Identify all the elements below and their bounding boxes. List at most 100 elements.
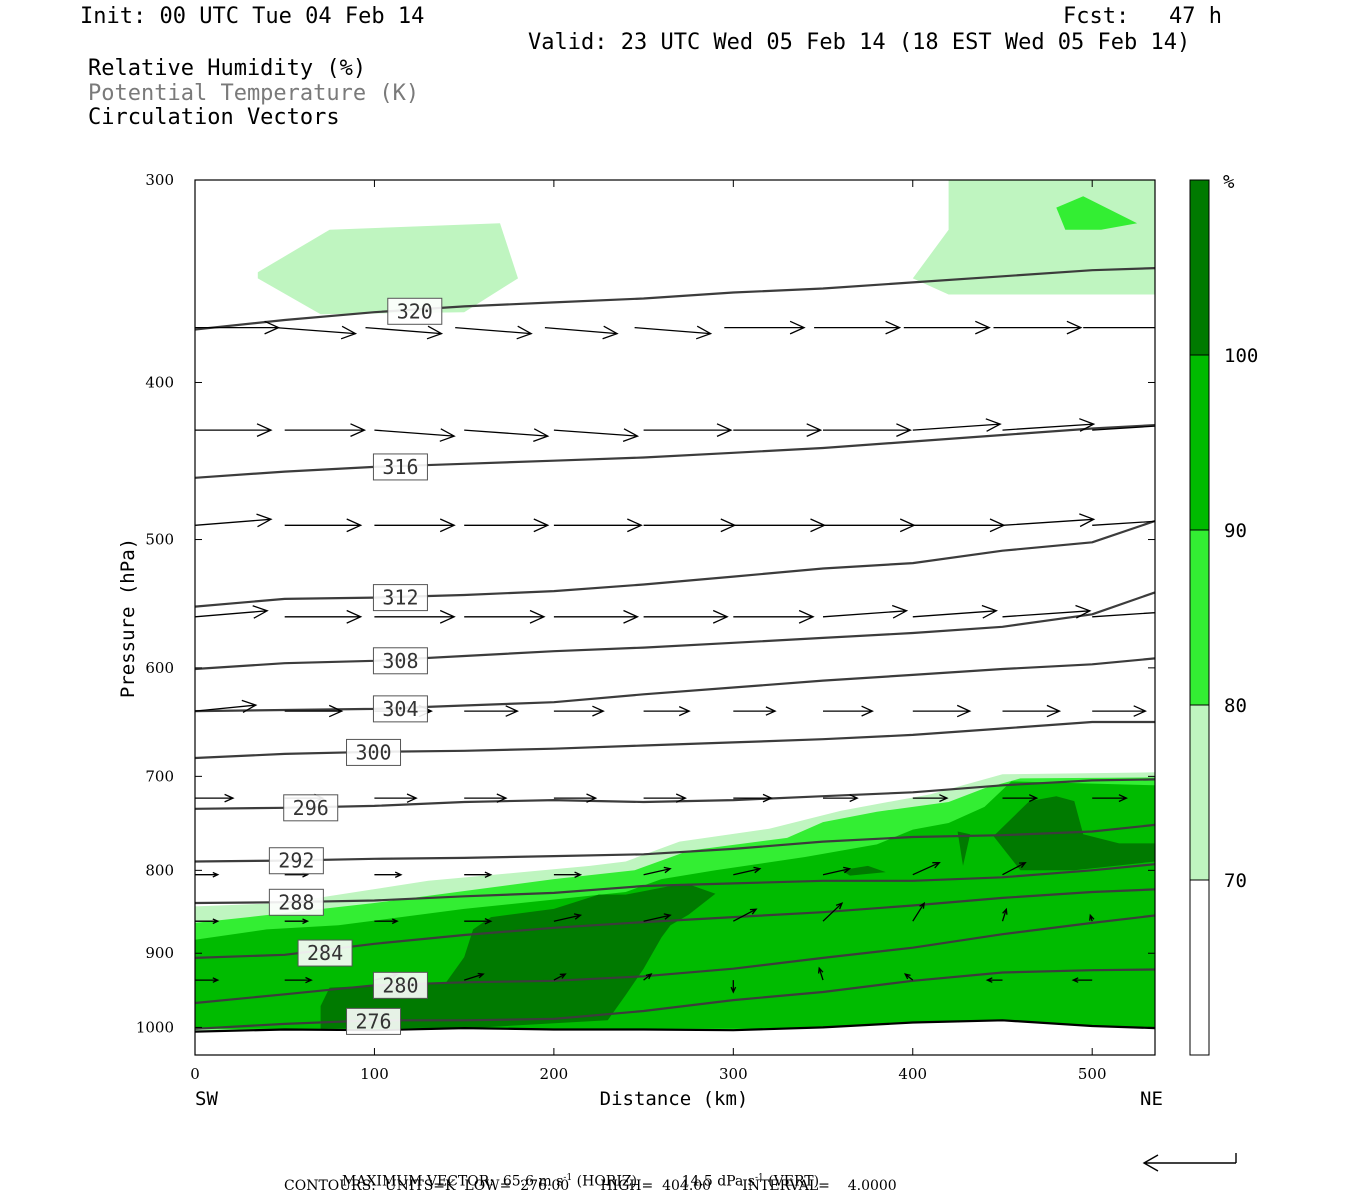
field-circulation-vectors: Circulation Vectors (88, 105, 340, 130)
colorbar-label: 80 (1224, 695, 1247, 717)
isentrope-label-box (297, 939, 353, 967)
max-vector-note: MAXIMUM VECTOR: 65.6 m s-1 (HORIZ) 14.5 … (342, 1160, 819, 1189)
circulation-vector (823, 705, 874, 717)
isentrope-label-box (372, 971, 428, 999)
axes: 300 400 500 600 700 800 900 1000 0 100 200 300 400 50… (136, 171, 1155, 1083)
isentrope-label-304: 304 (372, 695, 428, 723)
circulation-vector (912, 604, 998, 619)
isentrope-label-276: 276 (346, 1007, 402, 1035)
isentrope-label-text: 304 (382, 697, 418, 721)
rh-band-70 (912, 180, 1155, 295)
isentrope-label-text: 292 (278, 849, 314, 873)
circulation-vector (985, 977, 1003, 983)
x-left-end-label: SW (195, 1088, 218, 1110)
circulation-vector (732, 908, 758, 922)
max-vector-vert: 14.5 dPa s (681, 1173, 755, 1190)
unit-exponent: -1 (754, 1173, 764, 1183)
circulation-vector (733, 518, 827, 533)
colorbar-segment (1190, 705, 1209, 880)
circulation-vector (553, 609, 640, 624)
circulation-vector (1002, 513, 1096, 528)
isentrope-label-text: 280 (382, 973, 418, 997)
isentrope-312 (195, 519, 1155, 608)
x-tick-label: 300 (719, 1065, 748, 1083)
circulation-vector (374, 871, 403, 878)
rh-band-80 (1056, 196, 1138, 230)
isentrope-label-296: 296 (283, 794, 339, 822)
isentrope-label-text: 276 (355, 1009, 391, 1033)
circulation-vector (733, 609, 815, 624)
x-axis-label: Distance (km) (600, 1088, 749, 1110)
isentrope-label-box (372, 453, 428, 481)
circulation-vector (912, 862, 941, 876)
circulation-vector (814, 320, 902, 335)
isentrope-label-box (283, 794, 339, 822)
circulation-vector (903, 320, 991, 335)
circulation-vector (822, 604, 909, 619)
rh-band-100 (841, 865, 886, 876)
circulation-vector (724, 320, 806, 335)
isentrope-label-box (387, 297, 443, 325)
circulation-vector (275, 325, 358, 340)
circulation-vector (195, 605, 269, 619)
isentrope-label-300: 300 (346, 738, 402, 766)
isentrope-label-text: 308 (382, 649, 418, 673)
circulation-vector (643, 609, 729, 624)
circulation-vector (1071, 977, 1093, 983)
isentrope-label-text: 284 (307, 941, 343, 965)
circulation-vector (1092, 425, 1155, 431)
isentrope-layer (195, 267, 1155, 1030)
isentrope-292 (195, 823, 1155, 863)
circulation-vector (822, 866, 852, 876)
isentrope-288 (195, 863, 1155, 905)
circulation-vector (822, 902, 844, 922)
y-tick-label: 1000 (136, 1018, 174, 1036)
circulation-vector (284, 704, 344, 718)
circulation-vector (464, 793, 508, 803)
circulation-vector (195, 320, 281, 335)
circulation-vector (1002, 418, 1096, 432)
circulation-vector (643, 518, 737, 533)
x-tick-label: 100 (360, 1065, 389, 1083)
circulation-vector (912, 704, 972, 718)
circulation-vector (195, 918, 220, 925)
circulation-vector (1083, 326, 1155, 329)
isentrope-284 (195, 888, 1155, 959)
y-tick-label: 900 (145, 944, 174, 962)
circulation-vector (553, 428, 640, 443)
circulation-vector (1092, 705, 1147, 717)
isentrope-label-text: 288 (278, 890, 314, 914)
circulation-vector (374, 428, 456, 442)
rh-band-100 (957, 831, 971, 866)
isentrope-280 (195, 914, 1155, 1005)
x-tick-label: 500 (1078, 1065, 1107, 1083)
isentrope-label-box (372, 584, 428, 612)
max-vector-horiz: MAXIMUM VECTOR: 65.6 m s (342, 1173, 564, 1190)
reference-vector (1142, 1153, 1237, 1172)
circulation-vector (464, 609, 546, 624)
circulation-vector (643, 866, 672, 876)
colorbar-label: 100 (1224, 345, 1258, 367)
y-tick-label: 300 (145, 171, 174, 189)
circulation-vector (553, 913, 583, 922)
circulation-vector (912, 794, 949, 803)
circulation-vector (993, 320, 1083, 335)
vector-layer (195, 320, 1155, 994)
colorbar-label: 90 (1224, 520, 1247, 542)
isentrope-label-280: 280 (372, 971, 428, 999)
isentrope-304 (195, 657, 1155, 713)
isentrope-label-box (372, 647, 428, 675)
isentrope-label-text: 316 (382, 455, 418, 479)
colorbar-segment (1190, 180, 1209, 355)
colorbar-unit: % (1223, 171, 1235, 193)
circulation-vector (1002, 604, 1092, 619)
circulation-vector (903, 973, 914, 981)
isentrope-label-320: 320 (387, 297, 443, 325)
circulation-vector (1092, 612, 1155, 618)
circulation-vector (1002, 861, 1027, 876)
circulation-vector (284, 609, 363, 624)
circulation-vector (733, 706, 777, 716)
isentrope-label-292: 292 (268, 847, 324, 875)
circulation-vector (912, 518, 1006, 533)
isentrope-296 (195, 778, 1155, 810)
